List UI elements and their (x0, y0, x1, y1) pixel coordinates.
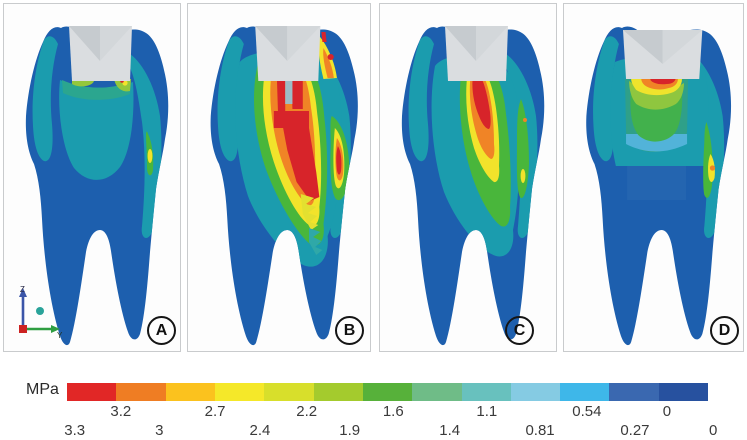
colorbar-segment (214, 383, 265, 401)
colorbar-tick-label: 2.7 (204, 403, 226, 420)
colorbar-tick-label: 3.2 (110, 403, 132, 420)
x-axis-origin-icon (19, 325, 27, 333)
y-axis-arrow-icon (51, 325, 60, 333)
panel-label-d: D (710, 316, 739, 345)
colorbar-tick-label: 0.54 (572, 403, 602, 420)
colorbar-tick-label: 2.2 (296, 403, 318, 420)
colorbar-tick-label: 0.27 (620, 422, 650, 439)
tooth-model-d (586, 26, 732, 346)
colorbar-tick-label: 1.9 (339, 422, 361, 439)
colorbar-segment (461, 383, 511, 401)
colorbar-labels-top: 3.2 2.7 2.2 1.6 1.1 0.54 0 (67, 403, 708, 420)
colorbar-labels-bottom: 3.3 3 2.4 1.9 1.4 0.81 0.27 0 (64, 422, 717, 439)
colorbar-tick-label: 0 (708, 422, 718, 439)
figure-panel-d: D (563, 3, 744, 352)
colorbar-segment (165, 383, 215, 401)
z-axis-label: Z (20, 285, 25, 294)
colorbar-unit-label: MPa (26, 381, 59, 398)
colorbar-segment (412, 383, 462, 401)
colorbar-segment (560, 383, 610, 401)
colorbar-segment (362, 383, 413, 401)
colorbar-tick-label: 1.6 (382, 403, 404, 420)
colorbar-segment (116, 383, 166, 401)
colorbar-segments (67, 383, 709, 401)
colorbar-segment (67, 383, 117, 401)
axis-node-dot-icon (36, 307, 44, 315)
colorbar-segment (264, 383, 314, 401)
tooth-model-a (25, 26, 169, 346)
colorbar-tick-label: 3 (155, 422, 164, 439)
colorbar-tick-label: 0.81 (525, 422, 555, 439)
colorbar-tick-label: 1.4 (439, 422, 461, 439)
colorbar-tick-label: 3.3 (64, 422, 86, 439)
figure-panel-b: B (187, 3, 371, 352)
panel-label-b: B (335, 316, 364, 345)
colorbar-segment (609, 383, 659, 401)
panel-label-c: C (505, 316, 534, 345)
y-axis-label: Y (57, 331, 63, 339)
z-axis-arrow-icon (19, 288, 27, 297)
figure-panel-c: C (379, 3, 557, 352)
axis-triad: Z Y (19, 285, 63, 339)
colorbar-tick-label: 2.4 (249, 422, 271, 439)
panel-label-a: A (147, 316, 176, 345)
tooth-model-c (401, 26, 545, 346)
colorbar-segment (313, 383, 363, 401)
colorbar-tick-label: 1.1 (476, 403, 498, 420)
tooth-model-b (210, 26, 358, 346)
colorbar-segment (658, 383, 709, 401)
colorbar-tick-label: 0 (662, 403, 672, 420)
colorbar-segment (510, 383, 561, 401)
figure-panel-a: Z Y A (3, 3, 181, 352)
